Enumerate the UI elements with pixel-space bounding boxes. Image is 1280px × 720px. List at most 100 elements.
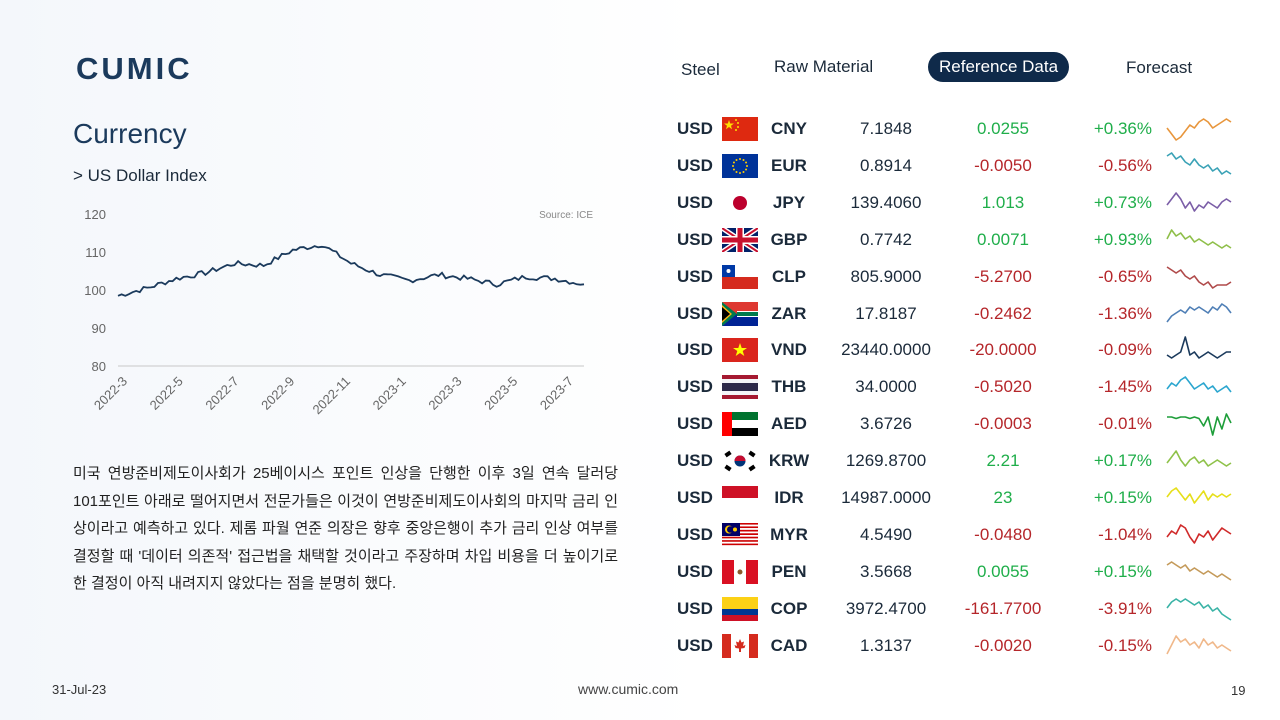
base-currency: USD <box>677 561 713 581</box>
x-tick-label: 2022-11 <box>309 374 353 418</box>
base-currency: USD <box>677 119 713 138</box>
exchange-rate: 4.5490 <box>860 524 912 544</box>
co-flag-icon <box>722 596 758 621</box>
nav-reference-data[interactable]: Reference Data <box>928 52 1070 82</box>
exchange-rate: 3.5668 <box>860 561 912 581</box>
y-tick-label: 120 <box>84 207 106 222</box>
sparkline-clp <box>1166 265 1232 289</box>
footer-url[interactable]: www.cumic.com <box>578 681 679 697</box>
vn-flag-icon <box>722 338 758 363</box>
sparkline-aed <box>1167 413 1232 436</box>
rate-change: -0.0480 <box>974 524 1032 544</box>
sparkline-path <box>1166 597 1232 621</box>
rate-change-pct: +0.15% <box>1093 488 1152 507</box>
rate-change-pct: +0.93% <box>1093 229 1152 249</box>
currency-code: CAD <box>770 635 808 655</box>
ae-flag-icon <box>722 412 758 437</box>
exchange-rate: 3972.4700 <box>845 598 927 618</box>
kr-flag-icon <box>722 449 758 474</box>
commentary-paragraph: 미국 연방준비제도이사회가 25베이시스 포인트 인상을 단행한 이후 3일 연… <box>73 465 618 592</box>
currency-row-gbp: USD GBP 0.7742 0.0071 +0.93% <box>670 221 1250 258</box>
currency-row-idr: USD IDR 14987.0000 23 +0.15% <box>670 479 1250 516</box>
currency-row-cop: USD COP 3972.4700 -161.7700 -3.91% <box>670 590 1250 627</box>
exchange-rate: 14987.0000 <box>841 488 931 507</box>
sparkline-path <box>1166 376 1232 394</box>
y-tick-label: 110 <box>85 245 106 260</box>
currency-row-cad: USD CAD 1.3137 -0.0020 -0.15% <box>670 627 1250 664</box>
currency-row-clp: USD CLP 805.9000 -5.2700 -0.65% <box>670 258 1250 295</box>
currency-code: MYR <box>770 524 808 544</box>
base-currency: USD <box>677 303 713 323</box>
base-currency: USD <box>677 192 713 212</box>
th-flag-icon <box>722 375 758 400</box>
rate-change-pct: -1.04% <box>1098 524 1152 544</box>
currency-code: AED <box>771 414 807 434</box>
exchange-rate: 0.8914 <box>860 155 912 175</box>
sparkline-cad <box>1166 634 1232 654</box>
x-tick-label: 2022-3 <box>91 374 130 413</box>
top-nav: Steel Raw Material Reference Data Foreca… <box>660 52 1220 82</box>
rate-change: -0.2462 <box>974 303 1032 323</box>
sparkline-path <box>1166 524 1232 544</box>
exchange-rate: 17.8187 <box>855 303 917 323</box>
exchange-rate: 1.3137 <box>860 635 912 655</box>
nav-steel[interactable]: Steel <box>681 60 720 79</box>
x-tick-label: 2022-9 <box>258 374 297 413</box>
sparkline-gbp <box>1166 228 1232 249</box>
currency-code: EUR <box>771 155 807 175</box>
base-currency: USD <box>677 524 713 544</box>
y-tick-label: 80 <box>92 359 106 374</box>
cumic-logo[interactable]: CUMIC <box>76 51 206 86</box>
x-tick-label: 2023-7 <box>537 374 576 413</box>
sparkline-path <box>1166 487 1232 504</box>
ca-flag-icon <box>722 633 758 658</box>
exchange-rate: 0.7742 <box>860 229 912 249</box>
sparkline-path <box>1167 413 1232 436</box>
usd-index-line <box>117 245 585 297</box>
sparkline-path <box>1166 336 1231 360</box>
sparkline-path <box>1166 450 1232 467</box>
currency-code: ZAR <box>771 303 807 323</box>
rate-change-pct: -0.01% <box>1098 414 1152 434</box>
currency-row-krw: USD KRW 1269.8700 2.21 +0.17% <box>670 442 1250 479</box>
y-tick-label: 100 <box>84 283 106 298</box>
sparkline-myr <box>1166 524 1232 544</box>
rate-change-pct: +0.36% <box>1093 119 1152 138</box>
eu-flag-icon <box>722 153 758 178</box>
currency-code: THB <box>771 377 807 397</box>
x-tick-label: 2022-7 <box>202 374 241 413</box>
x-tick-label: 2023-1 <box>370 374 409 413</box>
rate-change-pct: +0.73% <box>1093 192 1152 212</box>
base-currency: USD <box>677 229 713 249</box>
exchange-rate: 3.6726 <box>860 414 912 434</box>
rate-change: -0.5020 <box>974 377 1032 397</box>
sparkline-thb <box>1166 376 1232 394</box>
currency-code: JPY <box>772 192 806 212</box>
nav-forecast[interactable]: Forecast <box>1126 58 1193 77</box>
currency-row-eur: USD EUR 0.8914 -0.0050 -0.56% <box>670 147 1250 184</box>
cn-flag-icon <box>722 117 758 141</box>
sparkline-path <box>1166 191 1232 212</box>
pe-flag-icon <box>722 559 758 584</box>
y-tick-label: 90 <box>92 321 106 336</box>
base-currency: USD <box>677 340 713 360</box>
rate-change: -0.0050 <box>974 155 1032 175</box>
sparkline-krw <box>1166 450 1232 467</box>
sparkline-zar <box>1166 302 1232 322</box>
chart-subtitle: > US Dollar Index <box>73 166 207 185</box>
currency-code: CLP <box>772 266 806 286</box>
sparkline-cop <box>1166 597 1232 621</box>
my-flag-icon <box>722 522 758 547</box>
rate-change-pct: +0.15% <box>1093 561 1152 581</box>
page-number: 19 <box>1231 683 1246 698</box>
rate-change-pct: -1.36% <box>1098 303 1152 323</box>
base-currency: USD <box>677 488 713 507</box>
currency-code: IDR <box>774 488 804 507</box>
exchange-rate: 139.4060 <box>850 192 922 212</box>
nav-raw-material[interactable]: Raw Material <box>774 57 874 76</box>
chart-source: Source: ICE <box>539 210 593 221</box>
currency-code: VND <box>771 340 807 360</box>
currency-row-cny: USD CNY 7.1848 0.0255 +0.36% <box>670 110 1250 147</box>
currency-row-jpy: USD JPY 139.4060 1.013 +0.73% <box>670 184 1250 221</box>
page-title: Currency <box>73 118 187 149</box>
